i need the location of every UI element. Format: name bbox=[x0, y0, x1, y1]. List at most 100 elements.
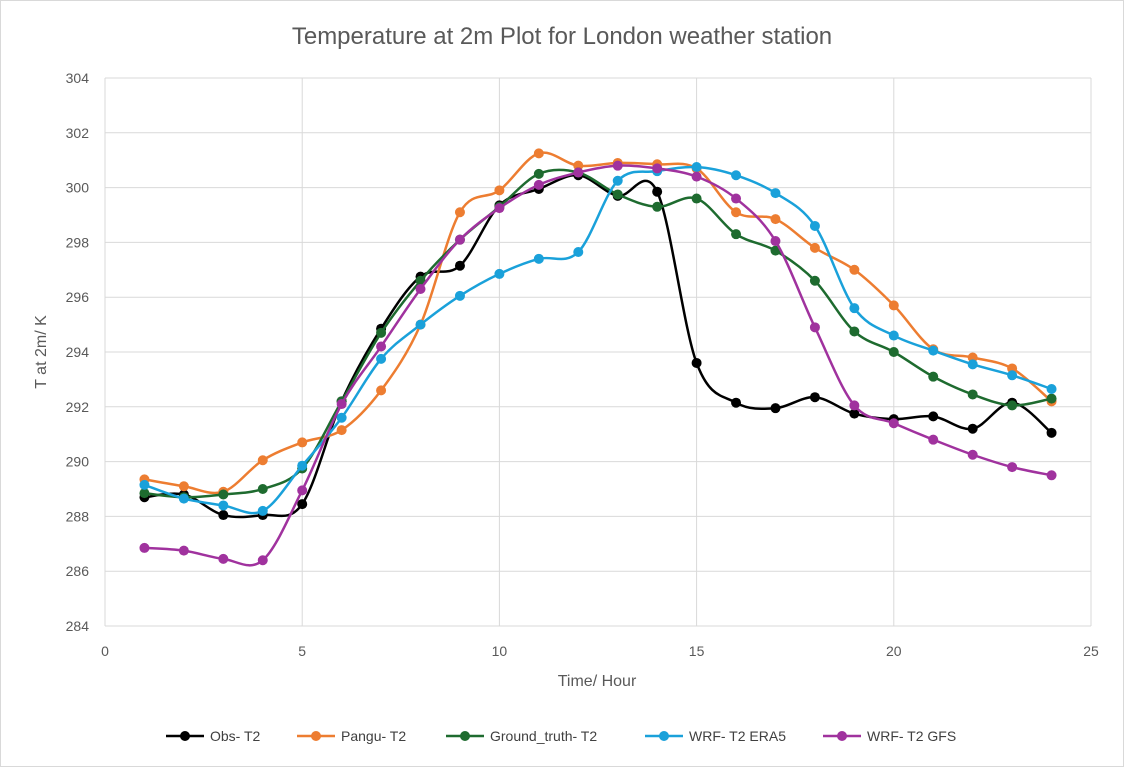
data-point bbox=[297, 437, 308, 448]
y-tick-label: 296 bbox=[66, 289, 90, 305]
x-tick-label: 0 bbox=[101, 643, 109, 659]
data-point bbox=[494, 185, 505, 196]
data-point bbox=[573, 160, 584, 171]
x-tick-label: 5 bbox=[298, 643, 306, 659]
data-point bbox=[691, 162, 702, 173]
data-point bbox=[257, 455, 268, 466]
data-point bbox=[415, 319, 426, 330]
data-point bbox=[139, 488, 150, 499]
data-point bbox=[967, 359, 978, 370]
data-point bbox=[1007, 462, 1018, 473]
data-point bbox=[809, 322, 820, 333]
data-point bbox=[257, 484, 268, 494]
legend-label: WRF- T2 ERA5 bbox=[689, 728, 786, 744]
data-point bbox=[336, 425, 347, 436]
legend-item: Obs- T2 bbox=[166, 728, 261, 744]
y-tick-label: 304 bbox=[66, 70, 90, 86]
data-point bbox=[178, 545, 189, 556]
legend-item: WRF- T2 GFS bbox=[823, 728, 956, 744]
data-point bbox=[297, 460, 308, 471]
y-tick-label: 290 bbox=[66, 454, 90, 470]
data-point bbox=[849, 326, 860, 337]
data-point bbox=[297, 499, 308, 510]
data-point bbox=[257, 555, 268, 566]
y-axis-title: T at 2m/ K bbox=[33, 315, 50, 389]
data-point bbox=[415, 283, 426, 294]
data-point bbox=[533, 168, 544, 179]
data-point bbox=[178, 493, 189, 504]
legend-label: Ground_truth- T2 bbox=[490, 728, 597, 744]
data-point bbox=[731, 170, 742, 181]
data-point bbox=[888, 418, 899, 429]
x-tick-label: 25 bbox=[1083, 643, 1099, 659]
data-point bbox=[731, 229, 742, 240]
data-point bbox=[336, 399, 347, 410]
data-point bbox=[376, 385, 387, 396]
data-point bbox=[849, 264, 860, 275]
legend-label: Obs- T2 bbox=[210, 728, 261, 744]
data-point bbox=[928, 411, 939, 422]
data-point bbox=[1046, 393, 1057, 404]
gridlines bbox=[104, 77, 1092, 627]
data-point bbox=[967, 423, 978, 434]
data-point bbox=[533, 179, 544, 190]
y-tick-label: 284 bbox=[66, 618, 90, 634]
data-point bbox=[533, 253, 544, 264]
data-point bbox=[731, 397, 742, 408]
data-point bbox=[770, 245, 781, 256]
data-point bbox=[770, 403, 781, 414]
data-point bbox=[849, 400, 860, 411]
data-point bbox=[1046, 427, 1057, 438]
data-point bbox=[928, 371, 939, 382]
data-point bbox=[1046, 383, 1057, 394]
data-point bbox=[928, 345, 939, 356]
legend-item: Pangu- T2 bbox=[297, 728, 406, 744]
data-point bbox=[691, 193, 702, 204]
data-point bbox=[967, 352, 978, 363]
y-tick-label: 292 bbox=[66, 399, 90, 415]
data-point bbox=[652, 186, 663, 197]
y-tick-label: 300 bbox=[66, 180, 90, 196]
legend-swatch-marker bbox=[460, 731, 470, 741]
data-point bbox=[178, 481, 189, 492]
data-point bbox=[376, 327, 387, 338]
data-point bbox=[494, 268, 505, 279]
data-point bbox=[573, 246, 584, 257]
data-point bbox=[139, 479, 150, 490]
data-point bbox=[652, 163, 663, 174]
data-point bbox=[454, 207, 465, 218]
series-3 bbox=[139, 162, 1057, 516]
legend-item: Ground_truth- T2 bbox=[446, 728, 597, 744]
x-tick-label: 20 bbox=[886, 643, 902, 659]
data-point bbox=[770, 188, 781, 199]
legend-label: Pangu- T2 bbox=[341, 728, 406, 744]
data-point bbox=[1007, 370, 1018, 381]
data-point bbox=[454, 260, 465, 271]
chart-title: Temperature at 2m Plot for London weathe… bbox=[292, 23, 832, 50]
data-point bbox=[612, 160, 623, 171]
data-point bbox=[731, 193, 742, 204]
data-point bbox=[770, 214, 781, 225]
x-axis-title: Time/ Hour bbox=[558, 673, 637, 690]
data-point bbox=[218, 489, 229, 500]
legend: Obs- T2 Pangu- T2 Ground_truth- T2 WRF- T2 … bbox=[166, 728, 956, 744]
x-tick-label: 15 bbox=[689, 643, 705, 659]
data-point bbox=[1007, 400, 1018, 411]
legend-swatch-marker bbox=[837, 731, 847, 741]
data-point bbox=[454, 290, 465, 301]
legend-swatch-marker bbox=[311, 731, 321, 741]
legend-swatch-marker bbox=[659, 731, 669, 741]
data-point bbox=[691, 357, 702, 368]
series-4 bbox=[139, 160, 1057, 567]
data-point bbox=[652, 201, 663, 212]
data-point bbox=[1046, 470, 1057, 481]
data-point bbox=[612, 189, 623, 200]
data-point bbox=[612, 175, 623, 186]
data-point bbox=[573, 167, 584, 178]
data-point bbox=[218, 500, 229, 511]
data-point bbox=[376, 353, 387, 364]
data-point bbox=[967, 449, 978, 460]
y-tick-label: 294 bbox=[66, 344, 90, 360]
